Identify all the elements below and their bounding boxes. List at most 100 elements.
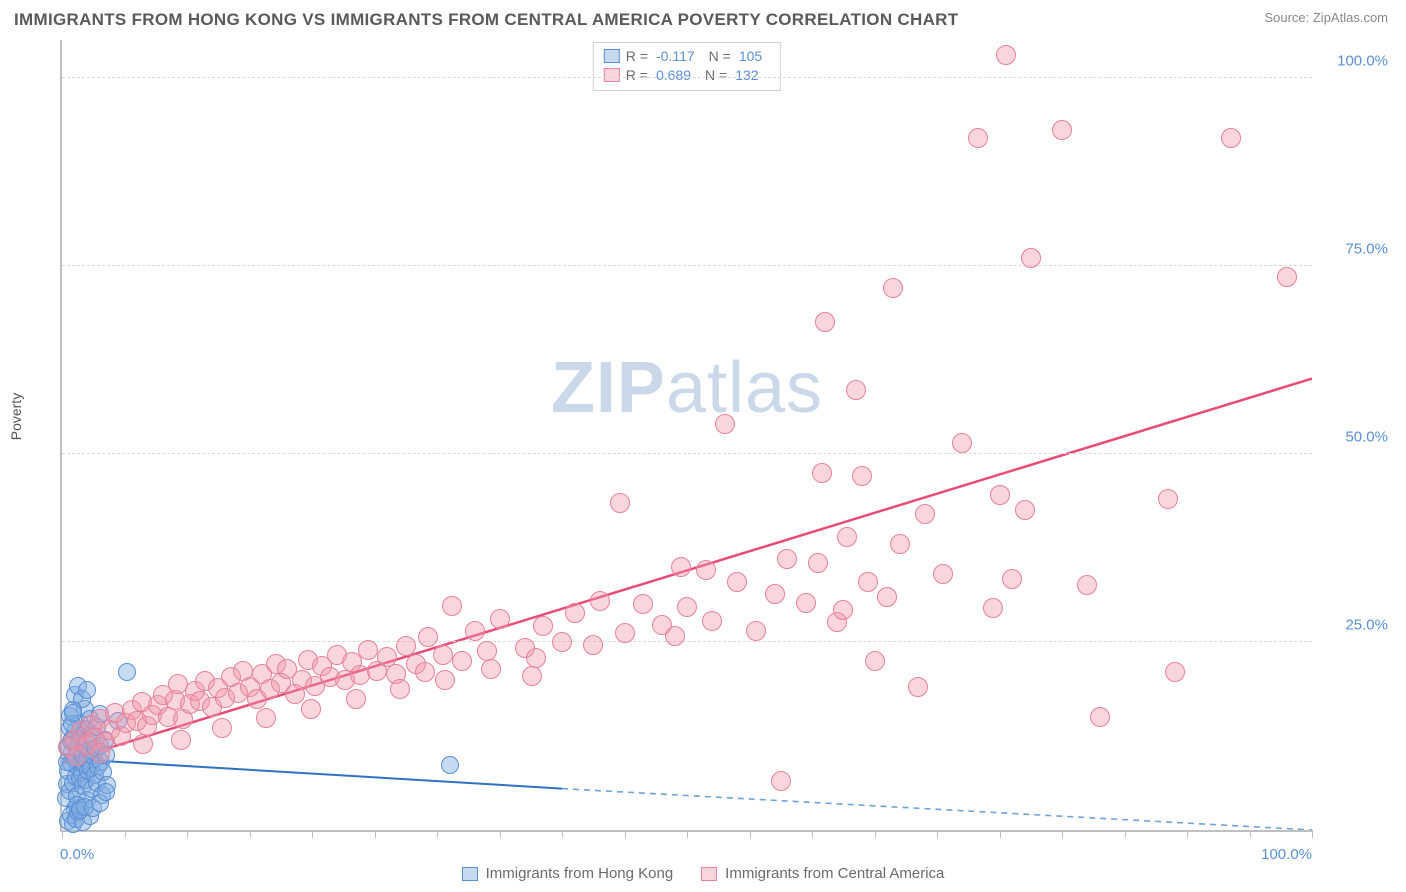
data-point (677, 597, 697, 617)
data-point (418, 627, 438, 647)
data-point (481, 659, 501, 679)
swatch-ca (604, 68, 620, 82)
data-point (890, 534, 910, 554)
data-point (133, 734, 153, 754)
y-tick-label: 100.0% (1318, 52, 1388, 69)
data-point (526, 648, 546, 668)
data-point (522, 666, 542, 686)
data-point (696, 560, 716, 580)
data-point (118, 663, 136, 681)
data-point (1165, 662, 1185, 682)
data-point (97, 783, 115, 801)
data-point (715, 414, 735, 434)
data-point (441, 756, 459, 774)
data-point (1158, 489, 1178, 509)
data-point (633, 594, 653, 614)
data-point (477, 641, 497, 661)
data-point (610, 493, 630, 513)
data-point (796, 593, 816, 613)
data-point (452, 651, 472, 671)
data-point (346, 689, 366, 709)
data-point (1021, 248, 1041, 268)
data-point (865, 651, 885, 671)
data-point (1002, 569, 1022, 589)
data-point (490, 609, 510, 629)
data-point (1090, 707, 1110, 727)
data-point (1015, 500, 1035, 520)
x-tick (750, 830, 751, 838)
data-point (833, 600, 853, 620)
data-point (983, 598, 1003, 618)
data-point (877, 587, 897, 607)
data-point (615, 623, 635, 643)
data-point (777, 549, 797, 569)
data-point (808, 553, 828, 573)
data-point (78, 681, 96, 699)
data-point (765, 584, 785, 604)
data-point (858, 572, 878, 592)
x-tick (625, 830, 626, 838)
source-label: Source: ZipAtlas.com (1264, 10, 1388, 25)
x-tick (687, 830, 688, 838)
x-tick (812, 830, 813, 838)
data-point (746, 621, 766, 641)
data-point (812, 463, 832, 483)
x-tick (1000, 830, 1001, 838)
data-point (390, 679, 410, 699)
gridline (62, 77, 1312, 78)
data-point (552, 632, 572, 652)
data-point (565, 603, 585, 623)
legend-row-hk: R = -0.117 N = 105 (604, 47, 770, 66)
chart-title: IMMIGRANTS FROM HONG KONG VS IMMIGRANTS … (14, 10, 958, 30)
x-tick (125, 830, 126, 838)
x-tick (437, 830, 438, 838)
plot-area: ZIPatlas R = -0.117 N = 105 R = 0.689 N … (60, 40, 1312, 832)
data-point (358, 640, 378, 660)
data-point (256, 708, 276, 728)
trend-lines (62, 40, 1312, 830)
x-tick (375, 830, 376, 838)
y-tick-label: 75.0% (1318, 240, 1388, 257)
data-point (996, 45, 1016, 65)
y-tick-label: 25.0% (1318, 616, 1388, 633)
data-point (1052, 120, 1072, 140)
data-point (583, 635, 603, 655)
x-tick (937, 830, 938, 838)
data-point (933, 564, 953, 584)
data-point (301, 699, 321, 719)
gridline (62, 453, 1312, 454)
data-point (990, 485, 1010, 505)
data-point (1077, 575, 1097, 595)
x-tick-label: 0.0% (60, 846, 94, 863)
data-point (952, 433, 972, 453)
x-tick (875, 830, 876, 838)
watermark: ZIPatlas (551, 347, 823, 429)
x-axis-labels: 0.0%100.0% (60, 846, 1312, 866)
x-tick (312, 830, 313, 838)
x-tick (1312, 830, 1313, 838)
data-point (883, 278, 903, 298)
correlation-legend: R = -0.117 N = 105 R = 0.689 N = 132 (593, 42, 781, 91)
data-point (968, 128, 988, 148)
data-point (465, 621, 485, 641)
x-tick (62, 830, 63, 838)
data-point (64, 704, 82, 722)
x-tick (1125, 830, 1126, 838)
data-point (212, 718, 232, 738)
data-point (396, 636, 416, 656)
swatch-ca-icon (701, 867, 717, 881)
data-point (671, 557, 691, 577)
data-point (171, 730, 191, 750)
gridline (62, 641, 1312, 642)
x-tick (500, 830, 501, 838)
data-point (433, 645, 453, 665)
y-tick-label: 50.0% (1318, 428, 1388, 445)
data-point (915, 504, 935, 524)
y-axis-label: Poverty (8, 393, 24, 440)
legend-item-ca: Immigrants from Central America (701, 865, 944, 882)
data-point (415, 662, 435, 682)
legend-item-hk: Immigrants from Hong Kong (462, 865, 674, 882)
x-tick (187, 830, 188, 838)
x-tick (1062, 830, 1063, 838)
data-point (815, 312, 835, 332)
